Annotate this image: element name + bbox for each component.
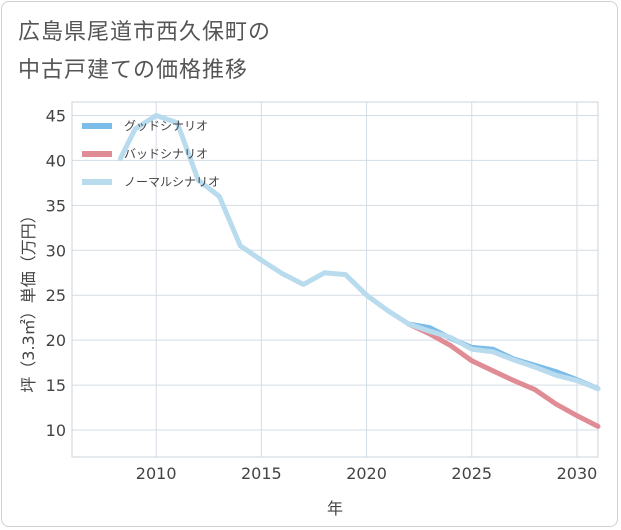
y-tick-label: 25 bbox=[46, 286, 66, 305]
y-tick-label: 20 bbox=[46, 331, 66, 350]
x-tick-label: 2025 bbox=[451, 464, 492, 483]
chart-title: 広島県尾道市西久保町の 中古戸建ての価格推移 bbox=[18, 14, 578, 90]
chart-title-line-1: 広島県尾道市西久保町の bbox=[18, 20, 272, 45]
chart-title-line-2: 中古戸建ての価格推移 bbox=[18, 58, 249, 83]
legend-label: ノーマルシナリオ bbox=[124, 175, 220, 189]
legend-label: バッドシナリオ bbox=[124, 147, 208, 161]
x-axis-label: 年 bbox=[327, 499, 343, 518]
series-line-1 bbox=[406, 321, 601, 429]
x-axis-ticks: 2010 2015 2020 2025 2030 bbox=[136, 464, 598, 483]
y-tick-label: 45 bbox=[46, 106, 66, 125]
x-tick-label: 2010 bbox=[136, 464, 177, 483]
y-tick-label: 15 bbox=[46, 376, 66, 395]
series-lines bbox=[117, 113, 601, 429]
plot-area-border bbox=[71, 101, 599, 458]
x-tick-label: 2030 bbox=[557, 464, 598, 483]
y-axis-ticks: 10 15 20 25 30 35 40 45 bbox=[46, 106, 66, 440]
y-tick-label: 10 bbox=[46, 421, 66, 440]
y-tick-label: 30 bbox=[46, 241, 66, 260]
x-tick-label: 2015 bbox=[241, 464, 282, 483]
x-tick-label: 2020 bbox=[346, 464, 387, 483]
y-tick-label: 35 bbox=[46, 196, 66, 215]
legend-label: グッドシナリオ bbox=[124, 119, 208, 133]
y-tick-label: 40 bbox=[46, 151, 66, 170]
grid-lines bbox=[72, 102, 598, 457]
series-line-2 bbox=[117, 113, 601, 392]
y-axis-label: 坪（3.3㎡）単価（万円） bbox=[19, 207, 38, 392]
